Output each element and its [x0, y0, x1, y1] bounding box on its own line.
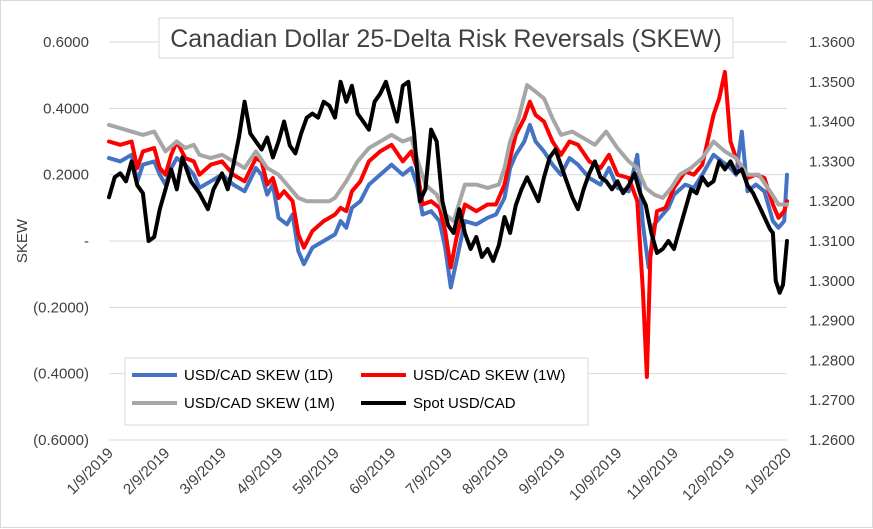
- x-tick-label-0: 1/9/2019: [64, 445, 117, 498]
- series-lines: [107, 69, 789, 379]
- series-line-2: [107, 83, 789, 224]
- legend-label-1: USD/CAD SKEW (1W): [413, 367, 566, 384]
- left-tick-label-4: (0.2000): [33, 299, 89, 316]
- x-tick-label-5: 6/9/2019: [346, 445, 399, 498]
- x-tick-label-8: 9/9/2019: [516, 445, 569, 498]
- series-line-1: [107, 69, 789, 379]
- x-tick-label-11: 12/9/2019: [679, 445, 738, 504]
- x-tick-label-12: 1/9/2020: [742, 445, 795, 498]
- x-tick-label-3: 4/9/2019: [233, 445, 286, 498]
- legend-label-0: USD/CAD SKEW (1D): [184, 367, 333, 384]
- legend-label-3: Spot USD/CAD: [413, 395, 516, 412]
- chart-title-box: Canadian Dollar 25-Delta Risk Reversals …: [158, 17, 734, 59]
- series-line-3: [107, 79, 789, 295]
- x-tick-label-7: 8/9/2019: [459, 445, 512, 498]
- x-tick-label-4: 5/9/2019: [290, 445, 343, 498]
- legend-label-2: USD/CAD SKEW (1M): [184, 395, 335, 412]
- x-tick-label-9: 10/9/2019: [566, 445, 625, 504]
- left-tick-label-6: (0.6000): [33, 432, 89, 449]
- right-tick-label-3: 1.3300: [809, 153, 855, 170]
- right-axis-tick-labels: 1.3600 1.3500 1.3400 1.3300 1.3200 1.3100 1.30…: [809, 34, 855, 449]
- right-tick-label-0: 1.3600: [809, 34, 855, 51]
- legend: USD/CAD SKEW (1D) USD/CAD SKEW (1W) USD/CA…: [124, 357, 589, 426]
- left-tick-label-3: -: [84, 233, 89, 250]
- right-tick-label-6: 1.3000: [809, 273, 855, 290]
- right-tick-label-7: 1.2900: [809, 313, 855, 330]
- left-tick-label-5: (0.4000): [33, 366, 89, 383]
- right-tick-label-4: 1.3200: [809, 193, 855, 210]
- right-tick-label-10: 1.2600: [809, 432, 855, 449]
- y-axis-title: SKEW: [14, 218, 31, 263]
- left-tick-label-2: 0.2000: [43, 167, 89, 184]
- right-tick-label-5: 1.3100: [809, 233, 855, 250]
- x-tick-label-6: 7/9/2019: [403, 445, 456, 498]
- right-tick-label-9: 1.2700: [809, 392, 855, 409]
- right-tick-label-1: 1.3500: [809, 74, 855, 91]
- x-tick-label-2: 3/9/2019: [177, 445, 230, 498]
- x-tick-label-1: 2/9/2019: [120, 445, 173, 498]
- chart-title: Canadian Dollar 25-Delta Risk Reversals …: [170, 25, 722, 53]
- x-axis-tick-labels: 1/9/2019 2/9/2019 3/9/2019 4/9/2019 5/9/2019…: [64, 445, 795, 504]
- right-tick-label-2: 1.3400: [809, 114, 855, 131]
- right-tick-label-8: 1.2800: [809, 352, 855, 369]
- left-tick-label-0: 0.6000: [43, 34, 89, 51]
- left-tick-label-1: 0.4000: [43, 100, 89, 117]
- x-tick-label-10: 11/9/2019: [623, 445, 681, 503]
- left-axis-tick-labels: 0.6000 0.4000 0.2000 - (0.2000) (0.4000) (0.60…: [33, 34, 89, 449]
